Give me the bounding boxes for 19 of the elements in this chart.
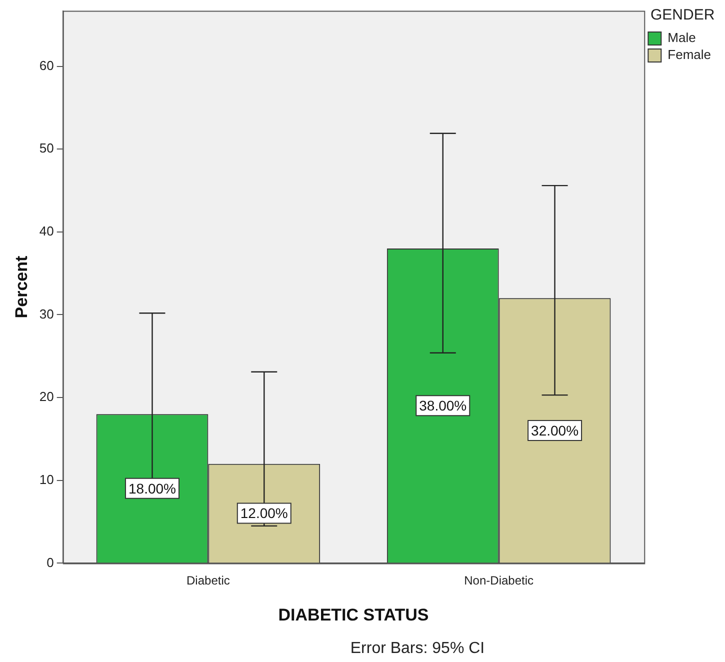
y-tick-label: 60 [39,58,54,73]
x-axis-title: DIABETIC STATUS [278,605,429,624]
y-axis-title: Percent [12,255,31,318]
y-tick-label: 30 [39,306,54,322]
y-tick-label: 10 [39,472,54,487]
y-tick-label: 20 [39,389,54,404]
legend-label: Female [668,47,712,62]
x-tick-label: Diabetic [186,574,230,588]
legend-label: Male [668,30,696,46]
y-tick-label: 40 [39,224,54,239]
y-tick-label: 50 [39,140,54,156]
data-label: 18.00% [128,480,176,496]
x-tick-label: Non-Diabetic [464,574,534,588]
text: Error Bars: 95% CI [349,640,486,658]
data-label: 32.00% [531,422,579,438]
legend-title: GENDER [650,6,715,24]
data-label: 12.00% [240,505,288,522]
y-tick-label: 0 [46,554,54,570]
data-label: 38.00% [419,397,467,414]
